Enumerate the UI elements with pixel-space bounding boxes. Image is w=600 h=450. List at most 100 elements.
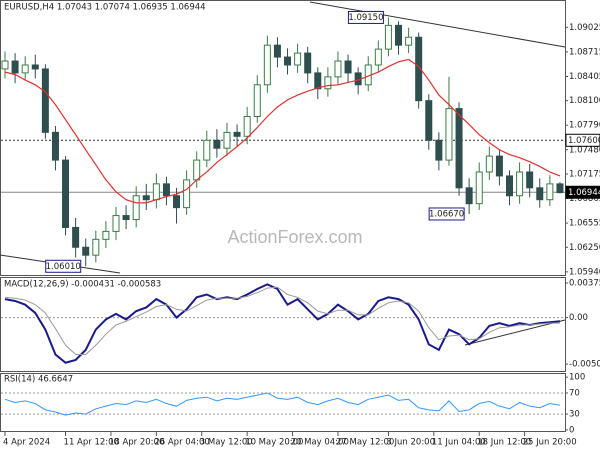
- candle-body: [506, 175, 513, 197]
- trend-line: [464, 319, 566, 346]
- y-tick-label: 0: [569, 425, 574, 435]
- macd-pane: [0, 277, 566, 372]
- candle-body: [263, 44, 271, 86]
- candle-body: [556, 183, 564, 194]
- candle-body: [334, 60, 342, 78]
- macd-line: [4, 286, 560, 355]
- watermark: ActionForex.com: [227, 227, 362, 247]
- candle-body: [51, 131, 59, 161]
- candle-body: [435, 139, 443, 161]
- annotation: 1.06010: [46, 262, 81, 272]
- rsi-pane: [0, 373, 566, 432]
- price-box: [565, 185, 600, 199]
- candle-body: [223, 131, 231, 149]
- y-tick-label: 100: [569, 373, 585, 383]
- candle-body: [344, 60, 352, 74]
- x-tick-label: 11 Apr 12:00: [64, 438, 119, 448]
- x-tick-label: 4 Apr 2024: [3, 438, 50, 448]
- candle-body: [213, 139, 221, 149]
- y-tick-label: 1.07175: [569, 169, 600, 179]
- candle-body: [173, 195, 181, 209]
- candle-body: [142, 195, 150, 201]
- y-tick-label: 30: [569, 410, 580, 420]
- annotation: 1.09150: [348, 13, 383, 23]
- candle-body: [102, 230, 110, 240]
- candle-body: [1, 60, 9, 70]
- x-tick-label: 20 May 04:00: [291, 438, 349, 448]
- candle-body: [526, 171, 534, 189]
- rsi-label: RSI(14) 46.6647: [4, 375, 73, 385]
- x-tick-label: 3 May 12:00: [200, 438, 253, 448]
- candle-body: [384, 24, 392, 50]
- candle-body: [253, 84, 261, 117]
- moving-average: [4, 58, 561, 204]
- candle-body: [415, 36, 423, 102]
- macd-line: [4, 283, 561, 364]
- candle-body: [82, 246, 90, 256]
- y-tick-label: 1.08100: [569, 96, 600, 106]
- y-tick-label: 1.09025: [569, 23, 600, 33]
- macd-label: MACD(12,26,9) -0.000431 -0.000583: [4, 280, 161, 290]
- y-tick-label: 1.05940: [569, 267, 600, 277]
- candle-body: [495, 155, 503, 177]
- candle-body: [122, 215, 130, 221]
- candle-body: [41, 68, 49, 133]
- trend-line: [309, 1, 566, 48]
- candle-body: [243, 115, 251, 137]
- candle-body: [314, 72, 322, 90]
- price-box: [565, 133, 600, 147]
- candle-body: [92, 238, 100, 256]
- x-tick-label: 27 May 12:00: [336, 438, 394, 448]
- annotation-box: [428, 207, 465, 221]
- candle-body: [516, 171, 524, 197]
- x-tick-label: 3 Jun 20:00: [386, 438, 435, 448]
- candle-body: [273, 44, 281, 58]
- price-label: 1.06944: [568, 188, 600, 198]
- x-tick-label: 18 Apr 20:00: [109, 438, 164, 448]
- candle-body: [294, 52, 302, 66]
- y-tick-label: 1.07790: [569, 121, 600, 131]
- annotation: 1.06670: [429, 209, 464, 219]
- candle-body: [405, 36, 413, 46]
- y-tick-label: 1.08405: [569, 72, 600, 82]
- candle-body: [445, 108, 453, 161]
- candle-body: [62, 159, 70, 228]
- x-tick-label: 10 May 20:00: [245, 438, 303, 448]
- candle-body: [374, 48, 382, 66]
- candle-body: [72, 226, 80, 248]
- y-tick-label: 1.07480: [569, 145, 600, 155]
- annotation-box: [347, 10, 384, 24]
- candle-body: [284, 56, 292, 66]
- header: EURUSD,H4 1.07043 1.07074 1.06935 1.0694…: [4, 3, 206, 13]
- y-tick-label: 1.06250: [569, 243, 600, 253]
- y-tick-label: 0.00: [569, 313, 588, 323]
- y-tick-label: 70: [569, 388, 580, 398]
- candle-body: [193, 159, 201, 181]
- candle-body: [112, 215, 120, 232]
- candle-body: [485, 155, 493, 173]
- x-tick-label: 18 Jun 12:00: [477, 438, 531, 448]
- y-tick-label: 1.06865: [569, 194, 600, 204]
- candle-body: [11, 60, 19, 74]
- candle-body: [132, 195, 140, 221]
- y-tick-label: 1.08715: [569, 47, 600, 57]
- rsi-line: [4, 392, 561, 416]
- x-tick-label: 26 Apr 04:00: [154, 438, 209, 448]
- candle-body: [31, 64, 39, 70]
- x-tick-label: 25 Jun 20:00: [523, 438, 577, 448]
- candle-body: [162, 183, 170, 197]
- candle-body: [465, 187, 473, 205]
- candle-body: [475, 171, 483, 205]
- candle-body: [233, 131, 241, 137]
- candle-body: [546, 183, 554, 201]
- candle-body: [455, 108, 463, 189]
- y-tick-label: 1.06555: [569, 219, 600, 229]
- candle-body: [152, 183, 160, 201]
- candle-body: [395, 24, 403, 46]
- y-tick-label: 0.00375: [569, 278, 600, 288]
- candle-body: [21, 64, 29, 74]
- price-label: 1.07600: [568, 136, 600, 146]
- candle-body: [536, 187, 544, 201]
- candle-body: [324, 76, 332, 90]
